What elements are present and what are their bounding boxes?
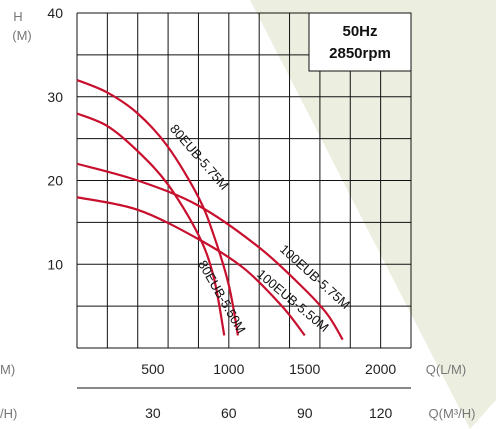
info-box-speed: 2850rpm	[329, 45, 391, 62]
info-box-frequency: 50Hz	[342, 23, 377, 40]
tick-labels: 10 20 30 40 500 1000 1500 2000 30 60 90 120	[47, 5, 396, 421]
curve-80eub-5-50m	[76, 112, 226, 336]
x2-tick-label: 90	[297, 405, 313, 421]
x2-tick-label: 60	[221, 405, 237, 421]
y-axis-label-unit: (M)	[12, 28, 32, 43]
y-tick-label: 30	[47, 89, 63, 105]
background-shade	[250, 0, 496, 429]
curve-80eub-5-75m	[76, 78, 240, 336]
y-tick-label: 20	[47, 173, 63, 189]
y-axis-label-top: H	[13, 9, 22, 24]
curve-100eub-5-50m	[76, 196, 306, 337]
y-tick-label: 40	[47, 5, 63, 21]
y-tick-label: 10	[47, 256, 63, 272]
x-axis-unit-right: Q(L/M)	[426, 362, 466, 377]
curve-100eub-5-75m	[76, 162, 344, 341]
x-axis-unit-left: M)	[0, 362, 15, 377]
x2-tick-label: 30	[145, 405, 161, 421]
x2-axis-unit-left: /H)	[0, 406, 17, 421]
x2-tick-label: 120	[369, 405, 393, 421]
curve-label-80eub-5-75m: 80EUB-5.75M	[167, 121, 232, 192]
x-tick-label: 1500	[289, 361, 320, 377]
x2-axis-unit-right: Q(M³/H)	[429, 406, 476, 421]
info-box: 50Hz 2850rpm	[308, 12, 412, 72]
x-tick-label: 2000	[365, 361, 396, 377]
x-tick-label: 500	[141, 361, 165, 377]
curves	[76, 78, 344, 341]
x-tick-label: 1000	[213, 361, 244, 377]
